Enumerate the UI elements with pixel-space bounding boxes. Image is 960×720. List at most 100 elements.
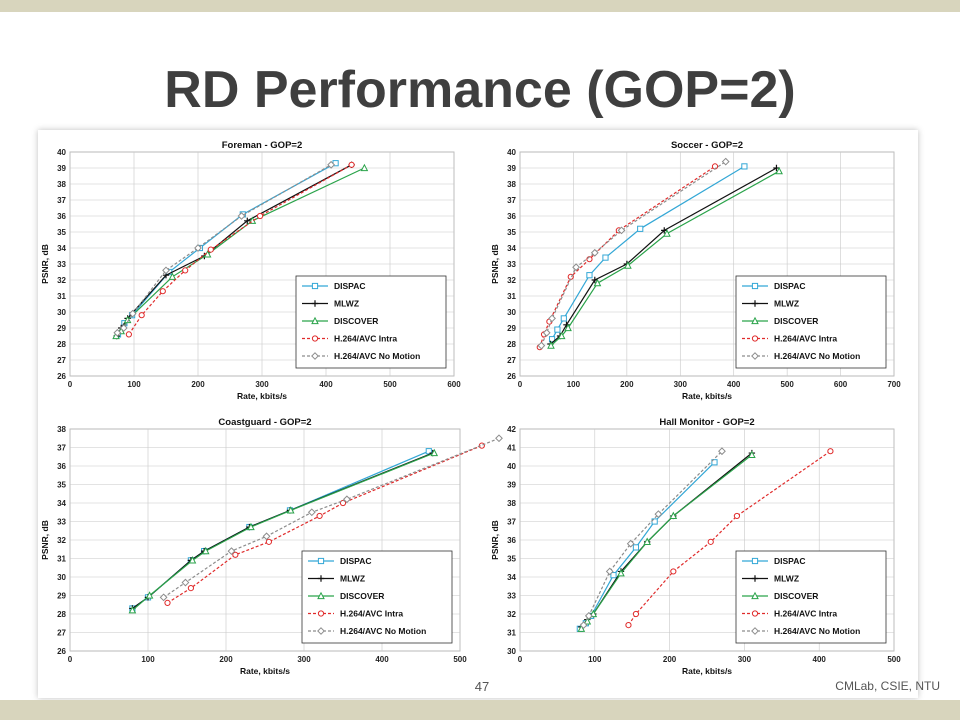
data-point-h-264-avc-intra xyxy=(625,622,632,629)
legend-marker-discover xyxy=(311,316,319,325)
bottom-decorative-band xyxy=(0,700,960,720)
legend-label-mlwz: MLWZ xyxy=(774,299,799,309)
data-point-h-264-avc-intra xyxy=(164,599,171,606)
legend-marker-h-264-avc-intra xyxy=(751,610,759,617)
legend-box xyxy=(735,275,887,369)
legend-label-h-264-avc-no-motion: H.264/AVC No Motion xyxy=(340,626,426,636)
y-tick-label: 38 xyxy=(57,180,66,189)
y-tick-label: 38 xyxy=(57,425,66,434)
series-line-h-264-avc-no-motion xyxy=(583,450,723,626)
data-point-h-264-avc-no-motion xyxy=(119,324,128,332)
y-tick-label: 30 xyxy=(507,308,516,317)
data-point-h-264-avc-no-motion xyxy=(194,244,202,252)
data-point-h-264-avc-intra xyxy=(733,512,741,520)
data-point-dispac xyxy=(637,225,644,232)
x-tick-label: 600 xyxy=(834,380,848,389)
chart-title: Coastguard - GOP=2 xyxy=(218,417,311,428)
legend-label-mlwz: MLWZ xyxy=(340,574,365,584)
y-tick-label: 33 xyxy=(507,260,516,269)
x-tick-label: 100 xyxy=(141,655,155,664)
data-point-h-264-avc-no-motion xyxy=(721,157,730,166)
data-point-discover xyxy=(360,163,369,172)
x-tick-label: 400 xyxy=(813,655,827,664)
data-point-dispac xyxy=(602,254,609,261)
x-tick-label: 100 xyxy=(127,380,141,389)
y-tick-label: 34 xyxy=(507,573,516,582)
data-point-discover xyxy=(663,229,671,237)
data-point-mlwz xyxy=(244,217,251,224)
x-tick-label: 400 xyxy=(319,380,333,389)
y-tick-label: 39 xyxy=(57,164,66,173)
data-point-discover xyxy=(775,166,783,175)
legend-marker-discover xyxy=(751,316,759,325)
data-point-h-264-avc-intra xyxy=(632,610,640,618)
data-point-discover xyxy=(577,624,586,632)
legend-label-h-264-avc-intra: H.264/AVC Intra xyxy=(774,609,837,619)
data-point-discover xyxy=(564,323,572,332)
data-point-h-264-avc-no-motion xyxy=(605,567,614,576)
data-point-discover xyxy=(669,511,678,520)
legend-label-mlwz: MLWZ xyxy=(334,299,359,309)
data-point-h-264-avc-intra xyxy=(316,512,323,520)
legend-label-mlwz: MLWZ xyxy=(774,574,799,584)
data-point-h-264-avc-no-motion xyxy=(542,328,551,337)
x-tick-label: 500 xyxy=(780,380,794,389)
y-tick-label: 39 xyxy=(507,481,516,490)
charts-canvas: 26 27 28 29 30 31 32 33 34 35 36 37 38 39 400 100 200 300… xyxy=(40,140,901,676)
data-point-discover xyxy=(547,341,555,349)
y-tick-label: 29 xyxy=(57,324,66,333)
legend-marker-mlwz xyxy=(311,300,319,307)
y-tick-label: 27 xyxy=(57,356,66,365)
data-point-h-264-avc-no-motion xyxy=(548,314,556,323)
x-tick-label: 200 xyxy=(191,380,205,389)
legend-marker-mlwz xyxy=(317,575,325,582)
y-tick-label: 32 xyxy=(57,276,66,285)
page-number: 47 xyxy=(474,679,490,694)
y-tick-label: 37 xyxy=(57,196,66,205)
legend-label-dispac: DISPAC xyxy=(774,281,806,291)
y-tick-label: 31 xyxy=(507,292,516,301)
data-point-dispac xyxy=(554,326,561,333)
y-tick-label: 36 xyxy=(57,212,66,221)
y-tick-label: 32 xyxy=(507,276,516,285)
chart-coastguard-gop-2: 26 27 28 29 30 31 32 33 34 35 36 37 38 0 100 200 300 400 5… xyxy=(40,417,503,676)
x-tick-label: 300 xyxy=(738,655,752,664)
legend-marker-h-264-avc-no-motion xyxy=(751,352,759,360)
legend-box xyxy=(301,550,453,644)
data-point-h-264-avc-intra xyxy=(207,246,214,253)
data-point-discover xyxy=(643,537,651,545)
data-point-discover xyxy=(624,261,632,269)
y-tick-label: 37 xyxy=(507,518,516,527)
legend-label-h-264-avc-no-motion: H.264/AVC No Motion xyxy=(774,626,860,636)
legend-marker-dispac xyxy=(751,557,759,565)
data-point-h-264-avc-intra xyxy=(159,288,166,295)
data-point-h-264-avc-no-motion xyxy=(572,263,581,272)
data-point-h-264-avc-intra xyxy=(827,448,834,455)
y-tick-label: 34 xyxy=(57,499,66,508)
legend-marker-dispac xyxy=(317,557,325,565)
y-tick-label: 31 xyxy=(57,555,66,564)
y-tick-label: 27 xyxy=(507,356,516,365)
y-tick-label: 28 xyxy=(507,340,516,349)
y-tick-label: 29 xyxy=(57,592,66,601)
y-tick-label: 26 xyxy=(57,647,66,656)
data-point-h-264-avc-intra xyxy=(265,538,272,545)
data-point-h-264-avc-no-motion xyxy=(327,160,336,169)
y-axis-label: PSNR, dB xyxy=(40,520,50,560)
data-point-discover xyxy=(286,506,295,514)
data-point-discover xyxy=(247,522,255,531)
legend-label-discover: DISCOVER xyxy=(774,591,818,601)
data-point-h-264-avc-intra xyxy=(348,161,355,168)
x-tick-label: 200 xyxy=(219,655,233,664)
data-point-h-264-avc-intra xyxy=(187,585,194,592)
legend-label-dispac: DISPAC xyxy=(334,281,366,291)
data-point-h-264-avc-no-motion xyxy=(626,539,635,548)
x-tick-label: 100 xyxy=(588,655,602,664)
data-point-h-264-avc-no-motion xyxy=(584,611,593,620)
y-tick-label: 35 xyxy=(507,555,516,564)
x-tick-label: 400 xyxy=(375,655,389,664)
data-point-h-264-avc-no-motion xyxy=(537,341,546,350)
y-tick-label: 30 xyxy=(507,647,516,656)
legend-label-h-264-avc-intra: H.264/AVC Intra xyxy=(774,334,837,344)
